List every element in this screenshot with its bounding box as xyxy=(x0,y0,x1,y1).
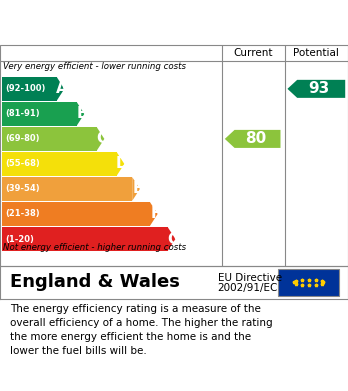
Text: Current: Current xyxy=(234,48,273,58)
Polygon shape xyxy=(57,77,64,101)
Text: G: G xyxy=(167,231,179,246)
Text: (21-38): (21-38) xyxy=(5,210,40,219)
Text: (39-54): (39-54) xyxy=(5,185,40,194)
Bar xyxy=(2,152,117,176)
Bar xyxy=(2,127,97,151)
Polygon shape xyxy=(77,102,84,126)
Text: Not energy efficient - higher running costs: Not energy efficient - higher running co… xyxy=(3,243,187,252)
Text: The energy efficiency rating is a measure of the
overall efficiency of a home. T: The energy efficiency rating is a measur… xyxy=(10,304,273,356)
Text: (55-68): (55-68) xyxy=(5,160,40,169)
Text: 93: 93 xyxy=(309,81,330,96)
Text: Energy Efficiency Rating: Energy Efficiency Rating xyxy=(10,13,259,32)
Bar xyxy=(2,77,57,101)
Polygon shape xyxy=(225,130,280,148)
Text: D: D xyxy=(116,156,128,171)
Text: (92-100): (92-100) xyxy=(5,84,46,93)
Bar xyxy=(2,202,150,226)
Text: (81-91): (81-91) xyxy=(5,109,40,118)
Text: EU Directive: EU Directive xyxy=(218,273,282,283)
Polygon shape xyxy=(287,80,345,98)
Text: E: E xyxy=(132,181,143,196)
Bar xyxy=(2,227,168,251)
Text: 80: 80 xyxy=(245,131,266,146)
Text: (1-20): (1-20) xyxy=(5,235,34,244)
Text: A: A xyxy=(56,81,68,96)
Text: F: F xyxy=(150,206,160,221)
Text: (69-80): (69-80) xyxy=(5,135,40,143)
Text: C: C xyxy=(96,131,108,146)
Text: B: B xyxy=(76,106,88,121)
Polygon shape xyxy=(117,152,124,176)
Text: 2002/91/EC: 2002/91/EC xyxy=(218,283,278,294)
Polygon shape xyxy=(168,227,175,251)
Polygon shape xyxy=(150,202,158,226)
Bar xyxy=(2,102,77,126)
Text: Potential: Potential xyxy=(293,48,339,58)
Text: Very energy efficient - lower running costs: Very energy efficient - lower running co… xyxy=(3,62,187,71)
Text: England & Wales: England & Wales xyxy=(10,273,180,292)
Polygon shape xyxy=(97,127,104,151)
FancyBboxPatch shape xyxy=(278,269,339,296)
Polygon shape xyxy=(132,177,140,201)
Bar xyxy=(2,177,132,201)
